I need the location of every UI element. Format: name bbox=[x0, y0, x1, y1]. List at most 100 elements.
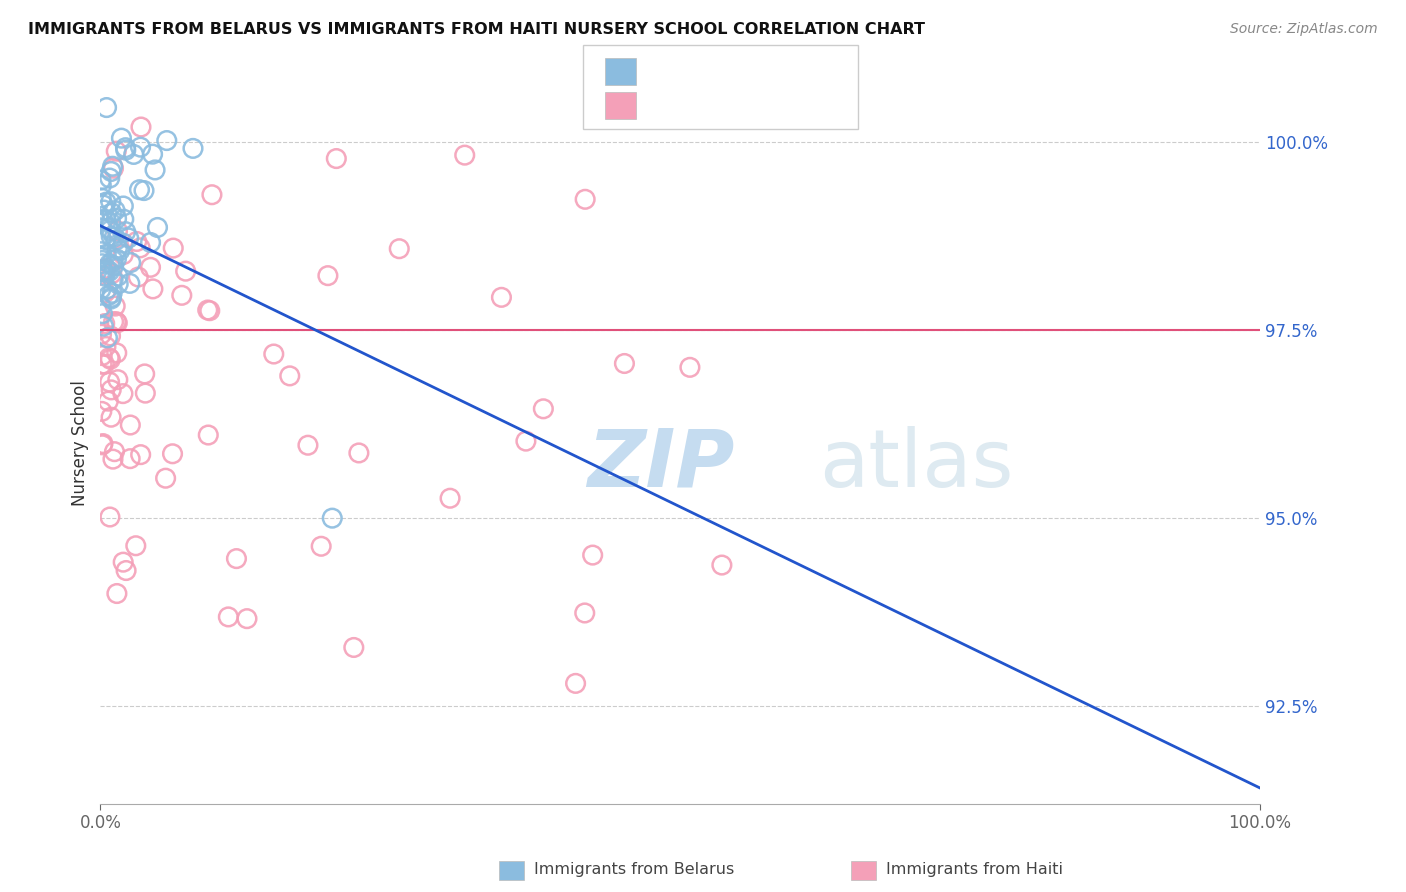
Point bbox=[347, 446, 370, 460]
Point bbox=[90, 231, 112, 245]
Point bbox=[564, 676, 586, 690]
Text: ZIP: ZIP bbox=[588, 425, 735, 504]
Point bbox=[574, 192, 596, 206]
Point bbox=[96, 331, 118, 345]
Point bbox=[309, 539, 332, 553]
Point bbox=[91, 438, 114, 452]
Point bbox=[108, 244, 131, 258]
Point bbox=[91, 265, 114, 279]
Point bbox=[98, 171, 121, 186]
Point bbox=[515, 434, 537, 449]
Point bbox=[93, 317, 115, 331]
Point bbox=[98, 221, 121, 235]
Point bbox=[531, 401, 554, 416]
Point bbox=[93, 202, 115, 217]
Point bbox=[91, 213, 114, 227]
Point bbox=[91, 349, 114, 363]
Point bbox=[574, 606, 596, 620]
Point bbox=[120, 451, 142, 466]
Point bbox=[100, 215, 122, 229]
Point bbox=[143, 163, 166, 178]
Point bbox=[91, 357, 114, 371]
Text: R =  0.348   N = 72: R = 0.348 N = 72 bbox=[647, 62, 838, 80]
Text: Source: ZipAtlas.com: Source: ZipAtlas.com bbox=[1230, 22, 1378, 37]
Point bbox=[129, 448, 152, 462]
Y-axis label: Nursery School: Nursery School bbox=[72, 380, 89, 506]
Point bbox=[110, 131, 132, 145]
Point bbox=[111, 386, 134, 401]
Point bbox=[101, 159, 124, 173]
Point bbox=[118, 231, 141, 245]
Point bbox=[127, 270, 149, 285]
Point bbox=[98, 264, 121, 278]
Point bbox=[94, 285, 117, 300]
Point bbox=[134, 386, 156, 401]
Point bbox=[105, 233, 128, 247]
Point bbox=[225, 551, 247, 566]
Point bbox=[97, 394, 120, 409]
Point bbox=[91, 198, 114, 212]
Point bbox=[91, 253, 114, 268]
Point bbox=[105, 315, 128, 329]
Point bbox=[105, 252, 128, 266]
Point bbox=[93, 357, 115, 371]
Point bbox=[236, 612, 259, 626]
Text: Immigrants from Haiti: Immigrants from Haiti bbox=[886, 863, 1063, 877]
Point bbox=[105, 316, 128, 330]
Point bbox=[98, 375, 121, 389]
Text: Immigrants from Belarus: Immigrants from Belarus bbox=[534, 863, 734, 877]
Point bbox=[112, 199, 135, 213]
Point bbox=[128, 183, 150, 197]
Text: R =  0.004   N = 82: R = 0.004 N = 82 bbox=[647, 96, 838, 114]
Point bbox=[125, 235, 148, 249]
Point bbox=[90, 327, 112, 342]
Point bbox=[139, 235, 162, 250]
Point bbox=[90, 257, 112, 271]
Text: atlas: atlas bbox=[820, 425, 1014, 504]
Point bbox=[93, 269, 115, 284]
Point bbox=[98, 223, 121, 237]
Point bbox=[112, 555, 135, 569]
Point bbox=[105, 211, 128, 226]
Point bbox=[120, 417, 142, 432]
Point bbox=[114, 225, 136, 239]
Point bbox=[90, 251, 112, 265]
Point bbox=[94, 339, 117, 353]
Point bbox=[104, 203, 127, 218]
Text: IMMIGRANTS FROM BELARUS VS IMMIGRANTS FROM HAITI NURSERY SCHOOL CORRELATION CHAR: IMMIGRANTS FROM BELARUS VS IMMIGRANTS FR… bbox=[28, 22, 925, 37]
Point bbox=[90, 244, 112, 259]
Point bbox=[100, 292, 122, 306]
Point bbox=[94, 232, 117, 246]
Point bbox=[181, 141, 204, 155]
Point bbox=[94, 195, 117, 210]
Point bbox=[98, 510, 121, 524]
Point bbox=[100, 290, 122, 304]
Point bbox=[103, 161, 125, 176]
Point bbox=[114, 141, 136, 155]
Point bbox=[201, 187, 224, 202]
Point bbox=[90, 173, 112, 187]
Point bbox=[197, 303, 219, 318]
Point bbox=[115, 564, 138, 578]
Point bbox=[114, 143, 136, 157]
Point bbox=[105, 346, 128, 360]
Point bbox=[142, 147, 165, 161]
Point bbox=[710, 558, 733, 572]
Point bbox=[454, 148, 477, 162]
Point bbox=[107, 277, 129, 291]
Point bbox=[105, 144, 128, 158]
Point bbox=[98, 351, 121, 365]
Point bbox=[103, 444, 125, 458]
Point bbox=[112, 236, 135, 251]
Point bbox=[125, 539, 148, 553]
Point bbox=[263, 347, 285, 361]
Point bbox=[122, 147, 145, 161]
Point bbox=[107, 373, 129, 387]
Point bbox=[98, 257, 121, 271]
Point bbox=[162, 241, 184, 255]
Point bbox=[100, 410, 122, 425]
Point bbox=[112, 247, 135, 261]
Point bbox=[90, 404, 112, 418]
Point bbox=[96, 213, 118, 227]
Point bbox=[91, 307, 114, 321]
